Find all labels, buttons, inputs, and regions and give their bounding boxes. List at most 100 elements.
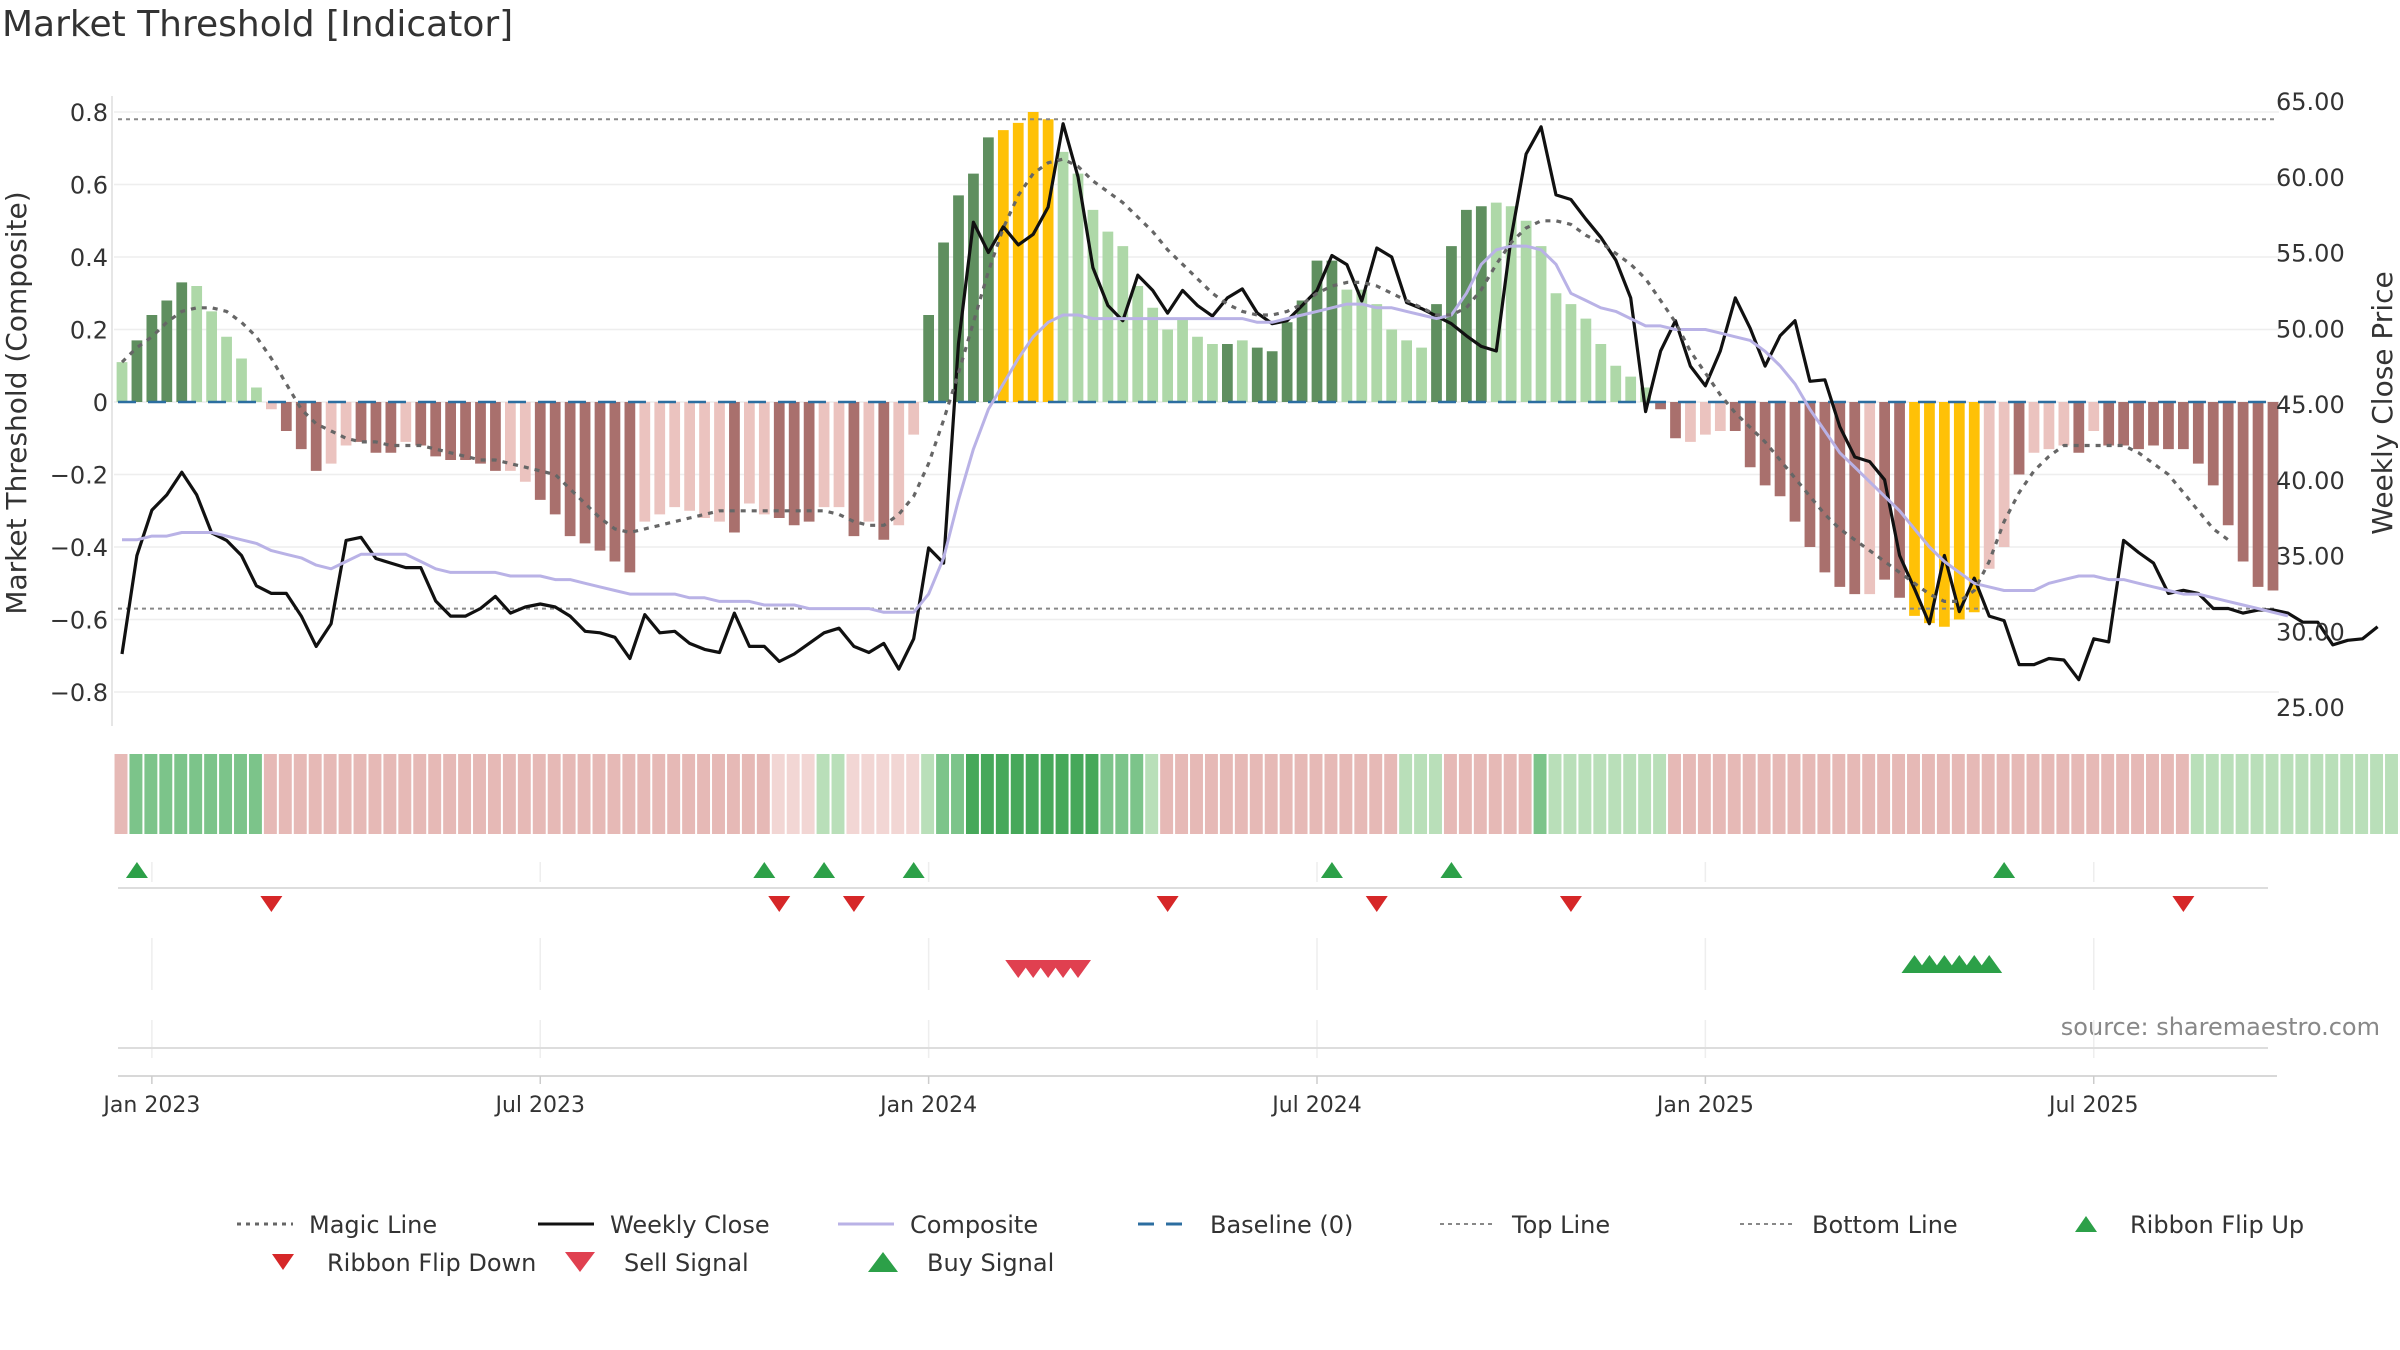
right-tick-label: 65.00	[2276, 88, 2345, 116]
left-tick-label: −0.4	[50, 534, 108, 562]
composite-bar	[1729, 402, 1741, 431]
composite-bar	[669, 402, 681, 508]
ribbon-cell	[667, 754, 681, 834]
ribbon-cell	[1981, 754, 1995, 834]
composite-bar	[1266, 351, 1278, 402]
ribbon-cell	[712, 754, 725, 834]
composite-bar	[848, 402, 860, 537]
legend-item: Baseline (0)	[1138, 1211, 1353, 1239]
right-tick-label: 30.00	[2276, 618, 2345, 646]
ribbon-cell	[353, 754, 367, 834]
legend-item: Ribbon Flip Up	[2075, 1211, 2304, 1239]
ribbon-cell	[1563, 754, 1577, 834]
right-tick-label: 40.00	[2276, 467, 2345, 495]
composite-bar	[1162, 329, 1174, 402]
composite-bar	[385, 402, 397, 453]
composite-bar	[773, 402, 785, 518]
ribbon-cell	[1145, 754, 1159, 834]
ribbon-cell	[876, 754, 890, 834]
composite-bar	[1520, 220, 1532, 402]
ribbon-strip	[114, 754, 2400, 834]
composite-bar	[549, 402, 561, 515]
composite-bar	[295, 402, 307, 450]
ribbon-cell	[1817, 754, 1831, 834]
ribbon-cell	[2056, 754, 2070, 834]
composite-bar	[2148, 402, 2159, 446]
composite-bar	[624, 402, 636, 573]
legend-item: Composite	[838, 1211, 1038, 1239]
ribbon-cell	[129, 754, 143, 834]
ribbon-cell	[1966, 754, 1980, 834]
ribbon-cell	[487, 754, 501, 834]
composite-bar	[714, 402, 725, 522]
series-line-magic-line	[120, 157, 2230, 604]
signal-panels	[118, 862, 2277, 1077]
composite-bar	[1849, 402, 1861, 595]
composite-bar	[1550, 293, 1562, 402]
composite-bar	[415, 402, 427, 446]
composite-bar	[2133, 402, 2144, 450]
buy-signal-marker	[1976, 955, 2003, 973]
composite-bar	[953, 195, 964, 402]
composite-bar	[1879, 402, 1891, 580]
composite-bar	[519, 402, 531, 482]
composite-bar	[1177, 318, 1188, 402]
composite-bar	[2222, 402, 2234, 526]
legend-swatch	[868, 1252, 898, 1272]
ribbon-cell	[2205, 754, 2219, 834]
composite-bar	[758, 402, 770, 515]
ribbon-cell	[2250, 754, 2264, 834]
ribbon-cell	[1608, 754, 1622, 834]
composite-bar	[1505, 206, 1517, 402]
source-note: source: sharemaestro.com	[2060, 1013, 2380, 1041]
ribbon-flip-up-marker	[1440, 862, 1463, 878]
composite-bar	[2267, 402, 2279, 591]
ribbon-cell	[2041, 754, 2055, 834]
ribbon-cell	[1907, 754, 1920, 834]
ribbon-cell	[995, 754, 1009, 834]
left-tick-label: −0.6	[50, 607, 108, 635]
ribbon-cell	[547, 754, 561, 834]
composite-bar	[161, 300, 173, 402]
ribbon-cell	[1115, 754, 1129, 834]
ribbon-cell	[2131, 754, 2145, 834]
ribbon-cell	[2146, 754, 2159, 834]
right-tick-label: 55.00	[2276, 240, 2345, 268]
ribbon-cell	[1653, 754, 1667, 834]
ribbon-cell	[1025, 754, 1039, 834]
ribbon-cell	[1219, 754, 1233, 834]
composite-bar	[788, 402, 800, 526]
ribbon-cell	[2355, 754, 2369, 834]
composite-bar	[1744, 402, 1756, 468]
legend-label: Top Line	[1511, 1211, 1610, 1239]
ribbon-cell	[189, 754, 203, 834]
ribbon-cell	[726, 754, 740, 834]
composite-bar	[1072, 173, 1084, 402]
composite-bar	[1057, 151, 1069, 402]
ribbon-flip-up-marker	[813, 862, 836, 878]
composite-bar	[997, 130, 1009, 402]
ribbon-cell	[1742, 754, 1756, 834]
ribbon-cell	[1533, 754, 1547, 834]
composite-bar	[251, 387, 262, 402]
composite-bar	[2252, 402, 2264, 587]
ribbon-cell	[1234, 754, 1248, 834]
ribbon-cell	[1458, 754, 1472, 834]
composite-bar	[654, 402, 666, 515]
ribbon-cell	[1160, 754, 1174, 834]
composite-bar	[1431, 304, 1442, 402]
composite-bar	[325, 402, 337, 464]
legend-swatch	[272, 1254, 294, 1270]
composite-bar	[1565, 304, 1577, 402]
ribbon-cell	[144, 754, 158, 834]
ribbon-cell	[831, 754, 845, 834]
composite-bar	[400, 402, 412, 442]
composite-bar	[1938, 402, 1950, 627]
ribbon-cell	[1832, 754, 1846, 834]
ribbon-cell	[1862, 754, 1876, 834]
ribbon-cell	[921, 754, 935, 834]
ribbon-cell	[1548, 754, 1562, 834]
ribbon-cell	[682, 754, 696, 834]
left-tick-label: 0.2	[70, 317, 108, 345]
